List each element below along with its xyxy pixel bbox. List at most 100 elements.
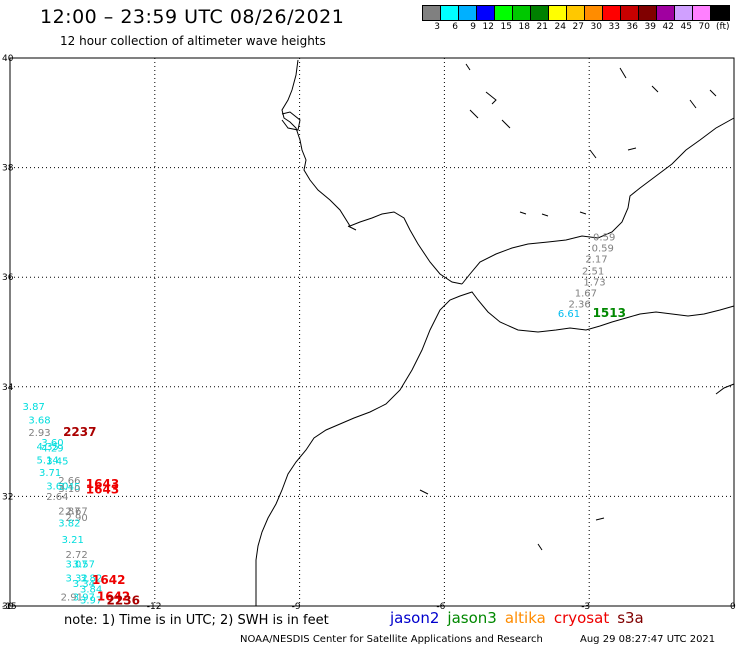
wave-height-label: 1.73 [583, 277, 605, 288]
wave-height-label: 2.67 [66, 506, 88, 517]
wave-height-label: 3.68 [28, 416, 50, 427]
legend-item-altika: altika [504, 609, 546, 627]
lat-tick-label: 36 [2, 273, 14, 283]
scale-label: 33 [608, 22, 620, 32]
wave-height-label: 4.35 [37, 442, 59, 453]
wave-height-label: 3.57 [73, 560, 95, 571]
wave-height-label: 3.34 [73, 579, 95, 590]
wave-height-label: 3.45 [58, 482, 80, 493]
coastlines [255, 59, 735, 606]
wave-height-label: 2.72 [66, 550, 88, 561]
coastline-iberia-west [281, 59, 463, 285]
wave-height-label: 0.59 [593, 232, 615, 243]
scale-label: 12 [482, 22, 494, 32]
map-subtitle: 12 hour collection of altimeter wave hei… [60, 34, 326, 48]
scale-swatch [675, 6, 693, 20]
footer-note: note: 1) Time is in UTC; 2) SWH is in fe… [64, 613, 329, 628]
wave-height-label: 3.32 [66, 573, 88, 584]
wave-height-label: 5.14 [37, 456, 59, 467]
wave-height-label: 0.59 [592, 243, 614, 254]
satellite-legend: jason2 jason3 altika cryosat s3a [390, 609, 652, 627]
scale-label: 39 [644, 22, 656, 32]
wave-height-label: 3.71 [39, 468, 61, 479]
scale-swatch [603, 6, 621, 20]
scale-swatch [693, 6, 711, 20]
wave-height-label: 3.07 [66, 560, 88, 571]
wave-height-label: 3.60 [41, 438, 63, 449]
scale-swatch [513, 6, 531, 20]
graticule [10, 58, 734, 606]
map-title: 12:00 – 23:59 UTC 08/26/2021 [40, 6, 345, 28]
orbit-number-label: 2236 [107, 593, 140, 607]
wave-height-label: 2.91 [61, 593, 83, 604]
wave-height-label: 2.36 [568, 299, 590, 310]
orbit-number-label: 2237 [63, 425, 96, 439]
footer-credit: NOAA/NESDIS Center for Satellite Applica… [240, 634, 543, 645]
wave-height-label: 3.82 [58, 519, 80, 530]
scale-swatch [477, 6, 495, 20]
scale-label: 45 [680, 22, 692, 32]
scale-label: 3 [434, 22, 440, 32]
scale-label: 18 [518, 22, 530, 32]
coastline-morocco [255, 291, 735, 606]
lat-tick-label: 32 [2, 492, 13, 502]
wave-height-label: 2.51 [582, 266, 604, 277]
wave-height-label: 3.87 [23, 402, 45, 413]
wave-height-label: 3.97 [80, 595, 102, 606]
lon-tick-label: -3 [581, 602, 590, 612]
scale-swatch [423, 6, 441, 20]
scale-label: 70 [698, 22, 710, 32]
wave-height-label: 2.64 [46, 492, 68, 503]
wave-height-label: 3.10 [58, 484, 80, 495]
scale-swatch [711, 6, 729, 20]
legend-item-cryosat: cryosat [553, 609, 610, 627]
lat-tick-label: 40 [2, 54, 14, 64]
wave-height-label: 2.66 [58, 476, 80, 487]
scale-swatch [531, 6, 549, 20]
wave-height-label: 2.17 [585, 254, 607, 265]
wave-height-label: 3.82 [80, 573, 102, 584]
coastline-spain-south [461, 117, 735, 285]
lon-tick-label: -9 [292, 602, 301, 612]
scale-label: 30 [590, 22, 602, 32]
map-frame [9, 57, 735, 607]
scale-swatch [549, 6, 567, 20]
axis-labels: 40 38 36 34 32 30-15 -12 -9 -6 -3 0 [2, 54, 736, 612]
lat-tick-label: 34 [2, 383, 14, 393]
scale-swatch [657, 6, 675, 20]
scale-swatch [567, 6, 585, 20]
wave-height-label: 2.93 [28, 428, 50, 439]
observations-layer: 3.873.682.93 22373.604.354.295.143.453.71… [23, 232, 626, 607]
wave-height-label: 3.60 [46, 481, 68, 492]
scale-swatch [585, 6, 603, 20]
wave-height-label: 6.61 [558, 309, 580, 320]
scale-label: 6 [452, 22, 458, 32]
orbit-number-label: 1642 [92, 573, 125, 587]
scale-swatch [441, 6, 459, 20]
wave-height-label: 2.90 [66, 513, 88, 524]
scale-label: 42 [662, 22, 674, 32]
coastline-morocco-east [599, 305, 735, 327]
orbit-number-label: 1643 [86, 477, 119, 491]
color-scale-bar [422, 5, 730, 21]
wave-height-label: 4.29 [41, 443, 63, 454]
scale-label: 21 [536, 22, 548, 32]
scale-label: 27 [572, 22, 584, 32]
scale-label: 15 [500, 22, 512, 32]
wave-height-label: 1.67 [575, 288, 597, 299]
coastline-tagus [281, 111, 301, 131]
lat-tick-label: 38 [2, 164, 14, 174]
lon-tick-label: 0 [730, 602, 736, 612]
scale-label: 24 [554, 22, 566, 32]
scale-swatch [639, 6, 657, 20]
lon-tick-label: -15 [2, 602, 17, 612]
wave-height-label: 3.84 [80, 584, 102, 595]
scale-swatch [459, 6, 477, 20]
lon-tick-label: -6 [436, 602, 445, 612]
legend-item-jason2: jason2 [390, 609, 440, 627]
wave-height-label: 2.87 [58, 506, 80, 517]
orbit-number-label: 1643 [86, 483, 119, 497]
legend-item-s3a: s3a [617, 609, 644, 627]
wave-height-label: 3.97 [73, 593, 95, 604]
